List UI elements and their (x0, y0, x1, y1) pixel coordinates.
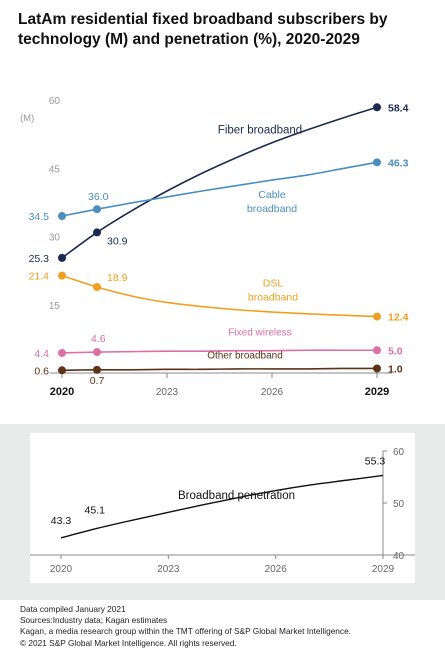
y-tick-label: 60 (49, 96, 61, 107)
x-tick-label: 2029 (372, 564, 395, 575)
data-label: 0.6 (34, 365, 49, 377)
series-line (60, 474, 384, 539)
data-point (373, 346, 381, 355)
page-title: LatAm residential fixed broadband subscr… (18, 11, 388, 48)
footer-copyright: © 2021 S&P Global Market Intelligence. A… (20, 637, 237, 648)
data-label: 5.0 (388, 345, 403, 357)
x-tick-label: 2020 (50, 564, 73, 575)
y-tick-label: 15 (49, 301, 61, 312)
y-tick-label: 60 (393, 447, 405, 458)
y-tick-label: 45 (49, 164, 61, 175)
y-tick-label: 50 (393, 499, 405, 510)
penetration-chart: 2020 2023 2026 2029 40 50 60 43.3 45.1 55.3 Broadb… (30, 447, 415, 575)
data-label: 46.3 (388, 157, 409, 169)
data-label: 58.4 (388, 102, 409, 114)
data-label: 25.3 (29, 253, 50, 265)
data-label: 43.3 (51, 515, 72, 527)
data-label: 12.4 (388, 312, 409, 324)
footer-sources: Sources:Industry data; Kagan estimates (20, 615, 168, 626)
series-cable-broadband: 34.5 36.0 46.3 Cable broadband (29, 157, 409, 223)
data-point (93, 365, 101, 374)
series-broadband-penetration: 43.3 45.1 55.3 Broadband penetration (51, 455, 386, 539)
data-point (93, 228, 101, 237)
data-label: 55.3 (365, 455, 386, 467)
x-tick-label: 2029 (365, 386, 389, 398)
data-point (58, 212, 66, 221)
footer-data-compiled: Data compiled January 2021 (20, 604, 126, 614)
y-axis-unit: (M) (20, 113, 34, 124)
x-tick-label: 2026 (265, 564, 288, 575)
data-label: 0.7 (90, 375, 105, 387)
series-fixed-wireless: 4.4 4.6 5.0 Fixed wireless (34, 328, 402, 360)
data-point (93, 283, 101, 292)
data-point (373, 312, 381, 321)
y-tick-label: 40 (393, 551, 405, 562)
data-label: 34.5 (29, 211, 50, 223)
series-name-label: Other broadband (207, 350, 283, 361)
series-dsl-broadband: 21.4 18.9 12.4 DSL broadband (29, 271, 409, 324)
data-label: 36.0 (88, 191, 109, 203)
data-point (373, 103, 381, 112)
data-label: 4.6 (91, 333, 106, 345)
series-fiber-broadband: 25.3 30.9 58.4 Fiber broadband (29, 102, 409, 265)
series-name-label: Cable broadband (247, 189, 297, 215)
y-tick-label: 30 (49, 233, 61, 244)
data-point (58, 366, 66, 375)
x-tick-label: 2023 (156, 387, 179, 398)
data-label: 30.9 (107, 235, 128, 247)
footer: Data compiled January 2021 Sources:Indus… (20, 604, 435, 649)
data-point (93, 348, 101, 357)
series-name-label: Broadband penetration (178, 490, 295, 502)
data-point (373, 158, 381, 167)
data-point (58, 271, 66, 280)
x-tick-label: 2026 (261, 387, 284, 398)
series-name-label: Fixed wireless (228, 328, 291, 339)
series-line (61, 106, 378, 259)
series-line (61, 274, 378, 318)
series-line (61, 367, 378, 372)
data-point (373, 364, 381, 373)
data-point (93, 205, 101, 214)
subscribers-chart: 2020 2023 2026 2029 15 30 45 60 (M) 25.3 30.9 58.4 F… (20, 96, 409, 398)
data-label: 21.4 (29, 271, 50, 283)
data-label: 45.1 (85, 504, 106, 516)
series-name-label: Fiber broadband (218, 125, 302, 137)
series-line (61, 161, 378, 217)
data-label: 18.9 (107, 272, 128, 284)
data-label: 4.4 (34, 348, 49, 360)
penetration-card (30, 433, 415, 583)
footer-kagan: Kagan, a media research group within the… (20, 626, 351, 637)
data-point (58, 348, 66, 357)
series-other-broadband: 0.6 0.7 1.0 Other broadband (34, 350, 402, 386)
x-tick-label: 2020 (50, 386, 74, 398)
series-line (61, 349, 377, 354)
data-label: 1.0 (388, 363, 403, 375)
x-tick-label: 2023 (157, 564, 180, 575)
data-point (58, 253, 66, 262)
series-name-label: DSL broadband (248, 278, 298, 304)
